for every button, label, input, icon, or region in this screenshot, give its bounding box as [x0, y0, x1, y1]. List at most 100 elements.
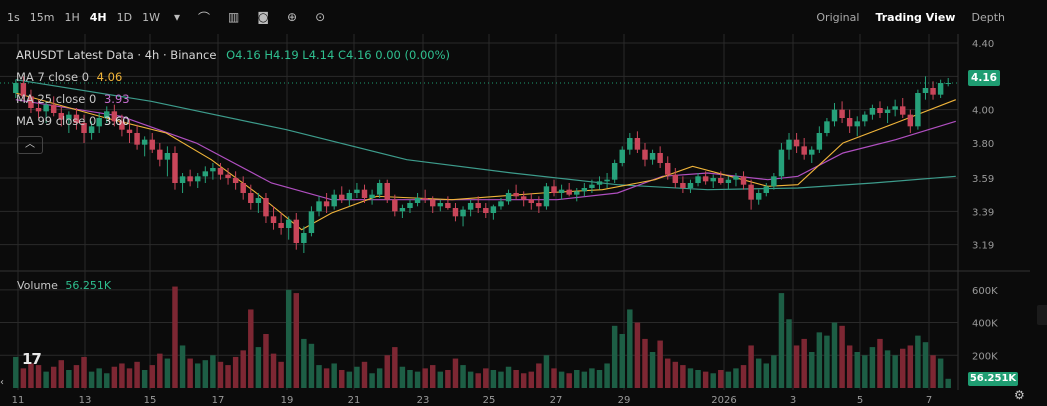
chart-type-icon[interactable]: ▥	[228, 10, 240, 24]
candle-body	[202, 171, 209, 177]
candle-body	[437, 203, 444, 207]
time-tick-label: 11	[12, 395, 25, 406]
volume-bar	[111, 366, 118, 388]
volume-bar	[505, 366, 512, 388]
moving-averages	[15, 79, 956, 231]
candle-body	[831, 109, 838, 122]
legend-ma99[interactable]: MA 99 close 0 3.60	[16, 110, 450, 132]
chevron-up-icon: ︿	[25, 139, 35, 150]
candle-body	[73, 114, 80, 123]
volume-bar	[354, 366, 360, 388]
legend-ma7[interactable]: MA 7 close 0 4.06	[16, 66, 450, 88]
timeframe-1d[interactable]: 1D	[116, 10, 133, 24]
volume-bar	[483, 368, 489, 388]
volume-bar	[945, 378, 951, 388]
volume-bar	[126, 368, 133, 388]
time-tick-label: 2026	[711, 395, 736, 406]
candle-body	[725, 179, 732, 183]
time-tick-label: 23	[417, 395, 430, 406]
candle-body	[331, 194, 337, 207]
candle-body	[892, 106, 898, 110]
scroll-left-icon[interactable]: ‹	[0, 377, 4, 388]
settings-circle-icon[interactable]: ⊙	[315, 10, 326, 24]
candle-body	[490, 206, 497, 213]
volume-bar	[596, 370, 603, 388]
legend-ma25[interactable]: MA 25 close 0 3.93	[16, 88, 450, 110]
volume-bar	[316, 365, 322, 388]
volume-bar	[634, 322, 641, 388]
tradingview-logo-icon[interactable]: 17	[22, 350, 42, 368]
candle-body	[801, 146, 807, 155]
candle-body	[467, 203, 474, 210]
volume-bar	[164, 358, 171, 388]
volume-bar	[846, 345, 853, 388]
candle-body	[809, 149, 815, 155]
volume-bar	[680, 365, 686, 388]
candle-body	[687, 183, 694, 188]
timeframe-15m[interactable]: 15m	[29, 10, 55, 24]
volume-bar	[922, 342, 929, 388]
volume-bar	[771, 355, 777, 388]
candle-body	[255, 198, 262, 203]
candle-body	[551, 186, 557, 193]
candle-body	[748, 184, 754, 200]
volume-bar	[755, 358, 762, 388]
view-original[interactable]: Original	[816, 10, 860, 24]
candle-body	[672, 174, 679, 183]
indicators-icon[interactable]: ⌒	[197, 10, 210, 25]
volume-bar	[513, 370, 519, 388]
view-depth[interactable]: Depth	[971, 10, 1005, 24]
volume-bar	[627, 309, 633, 388]
timeframe-1s[interactable]: 1s	[7, 10, 20, 24]
candle-body	[104, 111, 110, 118]
volume-bar	[528, 371, 535, 388]
candle-body	[354, 189, 360, 193]
candle-body	[179, 176, 186, 183]
camera-icon[interactable]: ◙	[257, 10, 269, 24]
price-tick-label: 4.00	[972, 106, 994, 117]
candle-body	[528, 199, 535, 203]
volume-bar	[255, 347, 262, 388]
volume-bar	[331, 363, 337, 388]
volume-bar	[301, 338, 307, 388]
volume-bar	[831, 322, 838, 388]
legend-collapse-button[interactable]: ︿	[17, 136, 43, 154]
volume-bar	[66, 370, 72, 388]
volume-bar	[58, 360, 65, 388]
volume-bar	[437, 371, 444, 388]
view-trading-view[interactable]: Trading View	[875, 10, 956, 24]
volume-bars	[13, 286, 951, 388]
volume-label: Volume	[17, 279, 58, 292]
candle-body	[611, 163, 618, 180]
view-switcher: Original Trading View Depth	[808, 0, 1013, 34]
volume-bar	[877, 338, 883, 388]
panel-handle[interactable]	[1037, 305, 1047, 325]
timeframe-group: 1s 15m 1H 4H 1D 1W	[0, 11, 165, 24]
timeframe-4h[interactable]: 4H	[89, 10, 107, 24]
volume-bar	[824, 335, 830, 388]
volume-bar	[725, 371, 732, 388]
candle-body	[899, 106, 906, 115]
candle-body	[392, 199, 398, 212]
timeframe-1w[interactable]: 1W	[142, 10, 160, 24]
volume-bar	[399, 366, 406, 388]
volume-bar	[740, 365, 747, 388]
volume-bar	[263, 334, 269, 388]
candle-body	[869, 108, 876, 115]
timeframe-1h[interactable]: 1H	[64, 10, 80, 24]
candle-body	[589, 184, 595, 188]
volume-bar	[801, 338, 807, 388]
candle-body	[915, 93, 921, 127]
volume-bar	[20, 368, 27, 388]
volume-bar	[854, 352, 860, 388]
volume-bar	[248, 309, 254, 388]
volume-bar	[392, 347, 398, 388]
volume-bar	[930, 355, 936, 388]
chevron-down-icon[interactable]: ▾	[173, 10, 180, 24]
volume-bar	[384, 355, 390, 388]
candle-body	[846, 118, 853, 127]
gear-icon[interactable]: ⚙	[1014, 388, 1025, 402]
plus-circle-icon[interactable]: ⊕	[287, 10, 298, 24]
ma7-label: MA 7 close 0	[16, 70, 90, 84]
